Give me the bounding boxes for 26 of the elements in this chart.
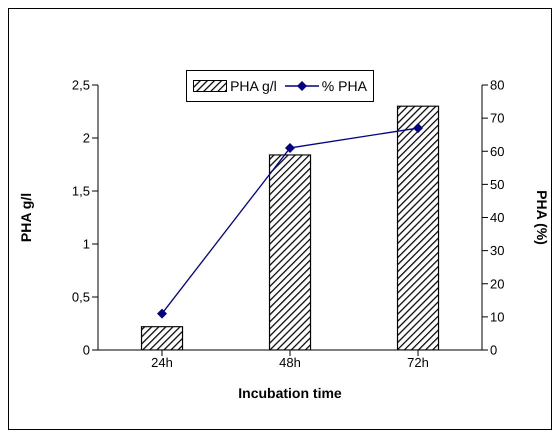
x-tick-label: 24h [151,355,173,370]
y-axis-title: PHA g/l [18,192,34,242]
point [413,123,423,134]
y2-tick-label: 80 [490,78,504,93]
y2-tick-label: 70 [490,110,504,126]
y2-tick-label: 30 [490,243,504,258]
y-tick-label: 0,5 [72,290,90,305]
y-tick-label: 0 [82,342,90,358]
y2-tick-label: 50 [490,176,504,192]
y-tick-label: 2 [82,130,90,146]
y2-axis-title: PHA (%) [534,190,550,245]
y-tick-label: 1,5 [72,184,90,199]
point [157,308,167,319]
x-tick-label: 48h [279,355,301,370]
y-tick-label: 1 [82,236,90,252]
legend-label: PHA g/l [230,78,277,94]
point [285,142,295,153]
y-tick-label: 2,5 [72,78,90,93]
y2-tick-label: 60 [490,144,504,159]
y2-tick-label: 10 [490,309,504,324]
x-axis-title: Incubation time [238,385,342,401]
y2-tick-label: 0 [490,342,498,358]
x-tick-label: 72h [407,355,429,370]
legend-label: % PHA [322,78,367,94]
y2-tick-label: 40 [490,210,504,226]
y2-tick-label: 20 [490,276,504,292]
